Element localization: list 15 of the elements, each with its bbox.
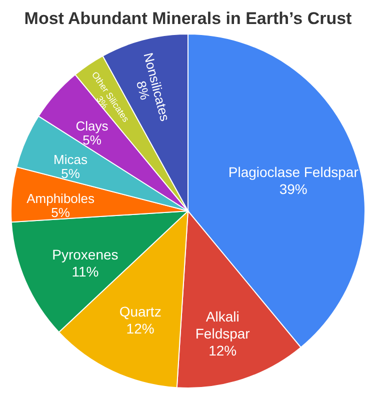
slice-label: Quartz bbox=[119, 303, 162, 320]
slice-label: Plagioclase Feldspar bbox=[228, 164, 359, 180]
slice-label: Pyroxenes bbox=[52, 246, 118, 262]
data-label: 12% bbox=[126, 320, 154, 336]
data-label: 11% bbox=[72, 263, 99, 280]
data-label: 39% bbox=[279, 181, 308, 198]
slice-label: Amphiboles bbox=[26, 190, 96, 206]
data-label: 5% bbox=[82, 132, 102, 148]
slice-label: Clays bbox=[76, 118, 109, 134]
slice-label: Alkali Feldspar bbox=[195, 308, 250, 342]
data-label: 12% bbox=[208, 342, 237, 359]
slice-label: Micas bbox=[54, 152, 88, 168]
data-label: 5% bbox=[61, 166, 80, 182]
chart-title: Most Abundant Minerals in Earth’s Crust bbox=[24, 9, 352, 28]
data-label: 5% bbox=[51, 204, 70, 220]
